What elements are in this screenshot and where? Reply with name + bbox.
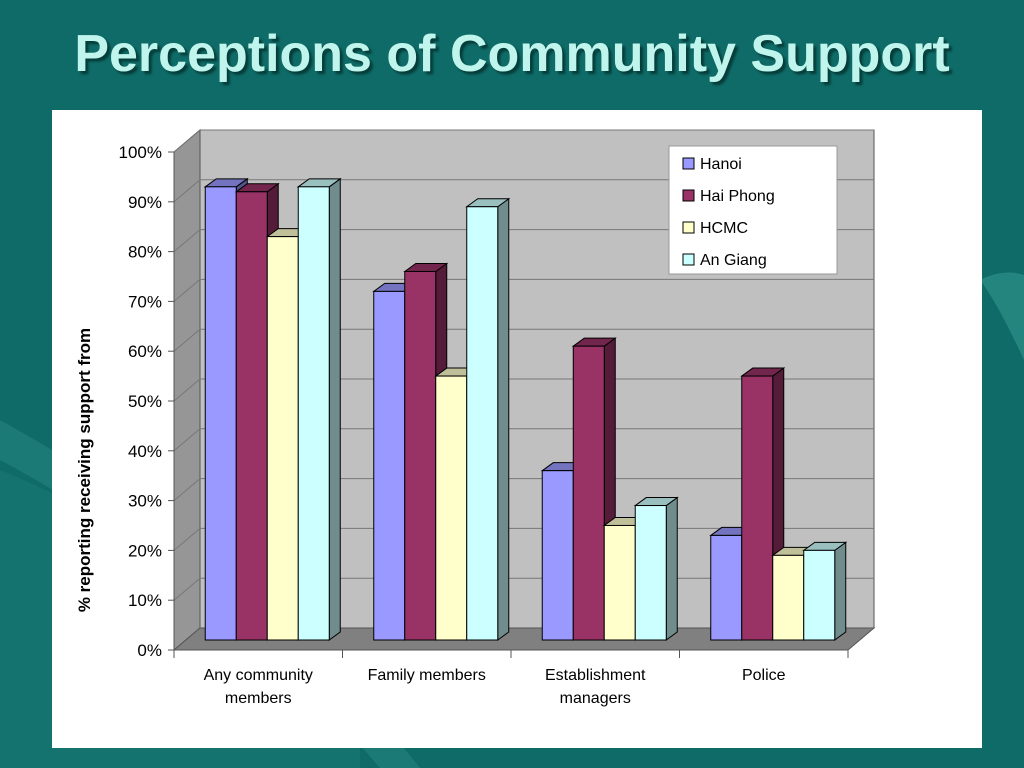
- bar: [603, 524, 636, 641]
- bar: [404, 270, 437, 641]
- legend-entry: HCMC: [700, 220, 748, 237]
- bar-side: [328, 177, 341, 641]
- x-tick-label: Police: [742, 667, 786, 684]
- gridline: [173, 179, 874, 203]
- bar: [541, 470, 574, 641]
- legend-swatch: [682, 221, 695, 234]
- y-tick-label: 80%: [128, 243, 162, 262]
- y-tick-label: 60%: [128, 342, 162, 361]
- bar-side: [497, 197, 510, 641]
- slide-title: Perceptions of Community Support: [74, 25, 950, 83]
- bar: [204, 186, 237, 641]
- y-tick-label: 20%: [128, 541, 162, 560]
- y-tick-label: 90%: [128, 193, 162, 212]
- bar-chart: 0% 10% 20% 30% 40% 50% 60% 70% 80% 90% 100% Any com…: [75, 128, 876, 707]
- gridline: [173, 129, 874, 153]
- chart-panel: 0% 10% 20% 30% 40% 50% 60% 70% 80% 90% 100% Any com…: [52, 110, 982, 748]
- legend-entry: An Giang: [700, 252, 767, 269]
- bar: [572, 345, 605, 641]
- legend-swatch: [682, 253, 695, 266]
- x-tick-label: Family members: [368, 667, 486, 684]
- gridline: [173, 428, 874, 452]
- bar: [710, 534, 743, 641]
- legend: [668, 145, 838, 275]
- legend-swatch: [682, 189, 695, 202]
- gridline: [173, 378, 874, 402]
- y-tick-label: 50%: [128, 392, 162, 411]
- y-tick-label: 10%: [128, 591, 162, 610]
- gridline: [173, 478, 874, 501]
- y-tick-label: 70%: [128, 292, 162, 311]
- bar: [772, 554, 805, 641]
- bar: [235, 191, 268, 641]
- gridline: [173, 328, 874, 352]
- legend-entry: Hai Phong: [700, 188, 775, 205]
- legend-entry: Hanoi: [700, 156, 742, 173]
- legend-swatch: [682, 157, 695, 170]
- bar-side: [834, 541, 847, 641]
- bar: [466, 206, 499, 641]
- y-tick-label: 100%: [119, 143, 162, 162]
- gridline: [173, 278, 874, 302]
- bar: [741, 375, 774, 641]
- y-tick-label: 30%: [128, 492, 162, 511]
- bar: [297, 186, 330, 641]
- bar: [803, 549, 836, 641]
- x-tick-label: Establishment managers: [545, 667, 646, 707]
- bar: [266, 236, 299, 641]
- bar: [634, 505, 667, 641]
- y-axis-title: % reporting receiving support from: [75, 328, 94, 612]
- bar-side: [665, 496, 678, 641]
- bar: [435, 375, 468, 641]
- x-tick-label: Any community members: [204, 667, 313, 707]
- gridline: [173, 229, 874, 252]
- y-tick-label: 40%: [128, 442, 162, 461]
- bar: [373, 290, 406, 641]
- y-tick-label: 0%: [137, 641, 162, 660]
